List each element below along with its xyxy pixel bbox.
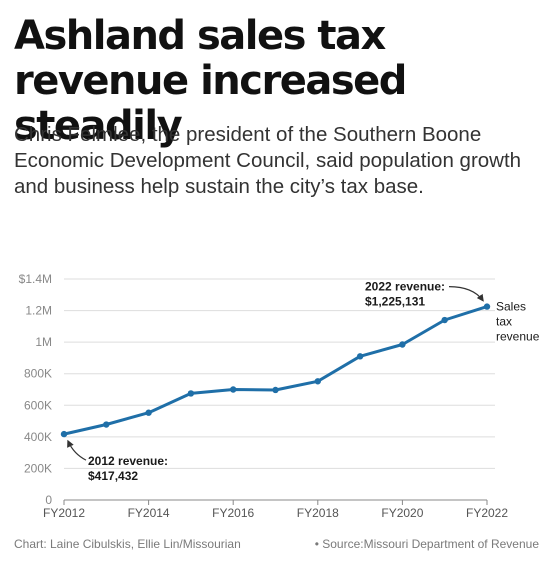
annotation-2022-text: $1,225,131 xyxy=(365,295,425,309)
series-label: revenue xyxy=(496,330,540,344)
y-tick-label: 1.2M xyxy=(25,304,52,318)
chart-credit: Chart: Laine Cibulskis, Ellie Lin/Missou… xyxy=(14,537,241,551)
annotation-arrow-2012 xyxy=(67,439,87,461)
x-tick-label: FY2018 xyxy=(297,506,339,520)
data-point xyxy=(145,409,152,416)
y-tick-label: 0 xyxy=(45,493,52,507)
chart-source: • Source:Missouri Department of Revenue xyxy=(314,537,539,551)
y-tick-label: 400K xyxy=(24,430,52,444)
data-point xyxy=(399,341,406,348)
series-label: tax xyxy=(496,315,512,329)
chart-title: Ashland sales tax revenue increased stea… xyxy=(14,13,407,149)
data-point xyxy=(356,353,364,360)
y-tick-label: 1M xyxy=(35,335,52,349)
data-point xyxy=(483,303,491,310)
data-point xyxy=(103,421,110,428)
annotation-arrow-2022 xyxy=(448,286,484,302)
x-tick-label: FY2016 xyxy=(212,506,254,520)
annotation-2012-text: $417,432 xyxy=(88,469,138,483)
chart-subtitle: Chris Felmlee, the president of the Sout… xyxy=(14,123,522,198)
x-tick-label: FY2012 xyxy=(43,506,85,520)
data-point xyxy=(230,386,237,393)
data-point xyxy=(441,316,448,324)
annotation-2012-text: 2012 revenue: xyxy=(88,454,168,468)
x-tick-label: FY2020 xyxy=(381,506,423,520)
data-point xyxy=(60,430,68,438)
data-point xyxy=(272,386,279,394)
series-label: Sales xyxy=(496,300,526,314)
data-point xyxy=(314,378,321,385)
y-tick-label: 600K xyxy=(24,398,52,412)
line-chart: 0 200K 400K 600K 800K 1M 1.2M $1.4M FY2012 FY2014… xyxy=(19,272,540,520)
x-tick-label: FY2014 xyxy=(128,506,170,520)
y-tick-label: $1.4M xyxy=(19,272,52,286)
y-tick-label: 800K xyxy=(24,367,52,381)
x-tick-label: FY2022 xyxy=(466,506,508,520)
data-point xyxy=(187,390,195,397)
y-tick-label: 200K xyxy=(24,461,52,475)
series-line-sales-tax-revenue xyxy=(62,305,489,436)
annotation-2022-text: 2022 revenue: xyxy=(365,280,445,294)
